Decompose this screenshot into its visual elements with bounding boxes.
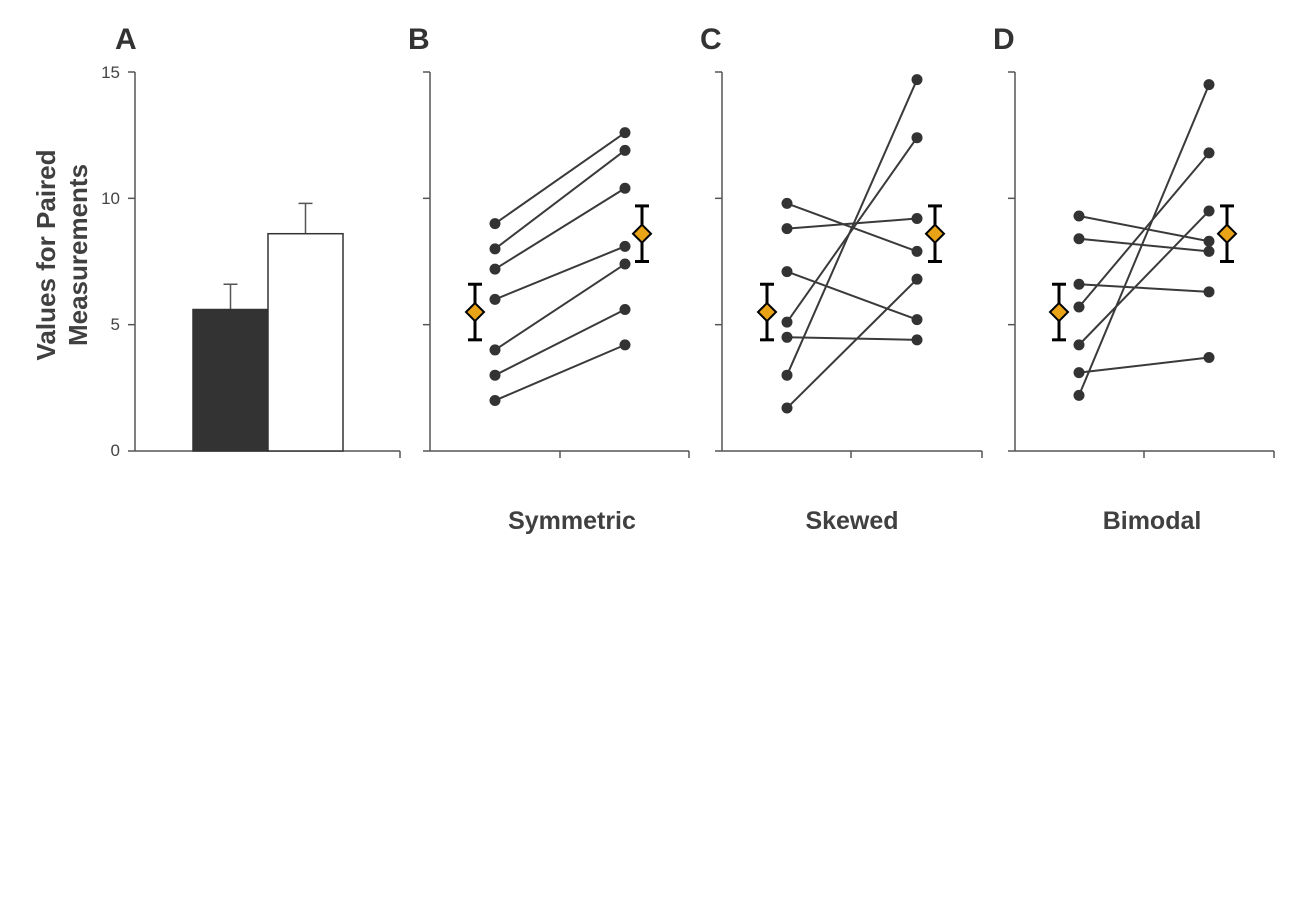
data-point xyxy=(489,263,501,275)
panel-letter-d: D xyxy=(993,23,1015,56)
data-point xyxy=(1203,147,1215,159)
data-point xyxy=(619,240,631,252)
pair-line xyxy=(1078,283,1210,293)
mean-marker xyxy=(464,301,486,323)
data-point xyxy=(781,266,793,278)
pair-line xyxy=(494,149,626,250)
bar xyxy=(192,308,269,452)
data-point xyxy=(1073,389,1085,401)
y-tick-label: 15 xyxy=(101,63,120,82)
data-point xyxy=(1203,205,1215,217)
pair-line xyxy=(1078,210,1210,346)
y-axis-title-line-1: Values for Paired xyxy=(31,150,61,361)
y-tick-label: 5 xyxy=(111,315,120,334)
data-point xyxy=(911,213,923,225)
data-point xyxy=(489,344,501,356)
mean-marker xyxy=(631,223,653,245)
pair-line xyxy=(494,187,626,270)
mean-marker xyxy=(924,223,946,245)
bar xyxy=(267,232,344,452)
data-point xyxy=(619,182,631,194)
data-point xyxy=(619,258,631,270)
plot-layer xyxy=(128,71,1275,458)
data-point xyxy=(911,74,923,86)
data-point xyxy=(1203,235,1215,247)
data-point xyxy=(489,394,501,406)
group-label-bimodal: Bimodal xyxy=(1103,507,1202,535)
data-point xyxy=(911,132,923,144)
data-point xyxy=(489,218,501,230)
y-tick-labels: 0 5 10 15 xyxy=(101,63,120,460)
pair-line xyxy=(494,308,626,377)
data-point xyxy=(1203,286,1215,298)
pair-line xyxy=(1078,237,1210,253)
panel-letter-c: C xyxy=(700,23,722,56)
data-point xyxy=(911,314,923,326)
data-point xyxy=(781,369,793,381)
pair-line xyxy=(786,217,918,230)
panel-letter-a: A xyxy=(115,23,137,56)
data-point xyxy=(1073,278,1085,290)
pair-line xyxy=(494,245,626,301)
data-point xyxy=(781,331,793,343)
mean-marker xyxy=(756,301,778,323)
pair-line xyxy=(1078,152,1210,308)
pair-line xyxy=(786,137,918,323)
data-point xyxy=(911,334,923,346)
data-point xyxy=(489,293,501,305)
pair-line xyxy=(786,336,918,341)
pair-line xyxy=(786,79,918,376)
data-point xyxy=(619,304,631,316)
pair-line xyxy=(494,263,626,351)
y-tick-label: 10 xyxy=(101,189,120,208)
data-point xyxy=(1073,210,1085,222)
y-axis-title-line-2: Measurements xyxy=(63,164,93,346)
data-point xyxy=(1073,233,1085,245)
data-point xyxy=(489,369,501,381)
group-label-skewed: Skewed xyxy=(805,507,898,535)
data-point xyxy=(781,223,793,235)
pair-line xyxy=(1078,84,1210,396)
group-label-symmetric: Symmetric xyxy=(508,507,636,535)
pair-line xyxy=(494,131,626,225)
panel-letter-b: B xyxy=(408,23,430,56)
data-point xyxy=(1073,367,1085,379)
data-point xyxy=(1203,352,1215,364)
data-point xyxy=(1073,339,1085,351)
data-point xyxy=(781,197,793,209)
data-point xyxy=(1073,301,1085,313)
data-point xyxy=(489,243,501,255)
y-tick-label: 0 xyxy=(111,441,120,460)
pair-line xyxy=(786,278,918,409)
data-point xyxy=(911,245,923,257)
data-point xyxy=(1203,79,1215,91)
data-point xyxy=(619,127,631,139)
mean-marker xyxy=(1216,223,1238,245)
pair-line xyxy=(494,343,626,402)
pair-line xyxy=(1078,356,1210,374)
data-point xyxy=(619,144,631,156)
data-point xyxy=(781,402,793,414)
y-axis-title: Values for Paired Measurements xyxy=(31,150,93,361)
pair-line xyxy=(786,270,918,321)
data-point xyxy=(619,339,631,351)
mean-marker xyxy=(1048,301,1070,323)
data-point xyxy=(911,273,923,285)
data-point xyxy=(781,316,793,328)
data-point xyxy=(1203,245,1215,257)
